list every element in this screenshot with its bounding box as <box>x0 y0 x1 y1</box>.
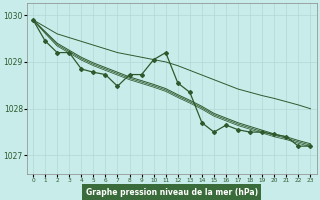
X-axis label: Graphe pression niveau de la mer (hPa): Graphe pression niveau de la mer (hPa) <box>86 188 258 197</box>
